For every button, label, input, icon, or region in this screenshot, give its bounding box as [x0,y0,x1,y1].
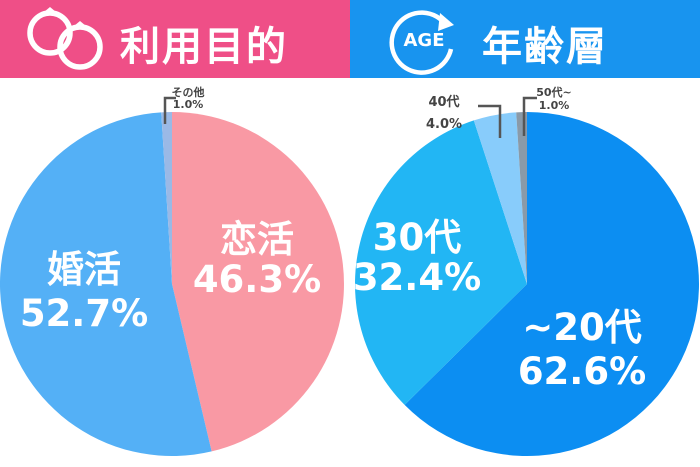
purpose-slice-2-leader-line [163,96,176,124]
purpose-slice-2 [161,112,172,284]
age-slice-2 [473,112,527,284]
purpose-slice-1 [0,112,212,456]
purpose-slice-1-value: 52.7% [20,292,148,335]
age-slice-0-value: 62.6% [518,350,646,393]
age-slice-1 [355,120,527,405]
purpose-slice-0 [172,112,344,452]
age-title: 年齢層 [482,24,608,70]
age-slice-1-label: 30代 [373,216,462,259]
age-slice-2-label: 40代 [428,94,459,110]
purpose-slice-2-value: 1.0% [173,98,204,111]
purpose-slice-1-label: 婚活 [47,248,121,291]
age-slice-0-label: ~20代 [522,306,642,349]
purpose-header: 利用目的 [0,0,350,78]
age-cycle-icon: AGE [389,10,454,75]
age-slice-3-label: 50代~ [536,85,572,99]
rings-icon [27,7,103,70]
age-slice-2-leader-line [478,104,502,138]
purpose-slice-0-label: 恋活 [220,218,294,261]
age-slice-2-value: 4.0% [426,117,462,132]
age-icon-text: AGE [403,30,444,51]
purpose-title: 利用目的 [120,24,288,70]
age-header: AGE 年齢層 [350,0,700,78]
purpose-slice-0-value: 46.3% [193,258,321,301]
age-slice-3 [516,112,527,284]
age-slice-1-value: 32.4% [353,256,481,299]
purpose-slice-2-label: その他 [172,85,205,99]
age-slice-3-value: 1.0% [539,99,570,112]
age-slice-3-leader-line [522,96,537,136]
age-slice-0 [404,112,699,456]
